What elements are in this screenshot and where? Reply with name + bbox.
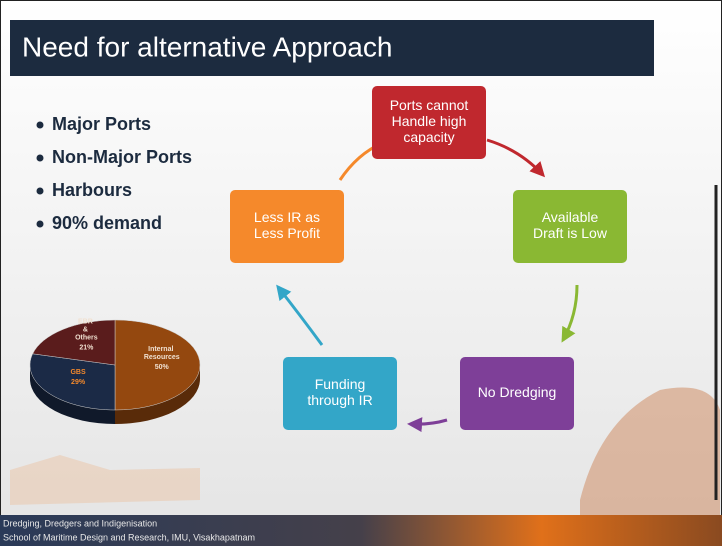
bullet-dot bbox=[37, 188, 44, 195]
bullet-dot bbox=[37, 221, 44, 228]
pie-label-line: EBR bbox=[78, 318, 95, 325]
bullet-text: 90% demand bbox=[52, 213, 162, 233]
cycle-box-text: through IR bbox=[307, 392, 372, 408]
pie-label: Internal Resources bbox=[144, 346, 180, 361]
pie-label-line: Resources bbox=[144, 354, 180, 361]
footer-text: School of Maritime Design and Research, … bbox=[3, 532, 255, 542]
bullet-text: Non-Major Ports bbox=[52, 147, 192, 167]
bullet-dot bbox=[37, 155, 44, 162]
cycle-box-text: Ports cannot bbox=[390, 97, 469, 113]
cycle-box-text: capacity bbox=[403, 129, 454, 145]
bullet-dot bbox=[37, 122, 44, 129]
pie-value-label: 21% bbox=[79, 344, 94, 351]
bullet-text: Major Ports bbox=[52, 114, 151, 134]
pie-label: GBS bbox=[70, 369, 86, 376]
pie-chart: Internal Resources 50% GBS 29% EBR & Others 2… bbox=[30, 318, 200, 424]
bullet-text: Harbours bbox=[52, 180, 132, 200]
pie-label-line: Internal bbox=[148, 346, 175, 353]
slide: Need for alternative Approach Major Port… bbox=[0, 0, 722, 546]
cycle-box-text: Draft is Low bbox=[533, 225, 608, 241]
pie-value-label: 29% bbox=[71, 379, 86, 386]
title: Need for alternative Approach bbox=[22, 31, 392, 62]
pie-value-label: 50% bbox=[155, 364, 170, 371]
cycle-box-text: Funding bbox=[315, 376, 366, 392]
pie-label-line: GBS bbox=[70, 369, 86, 376]
cycle-box-text: Less Profit bbox=[254, 225, 320, 241]
cycle-box-text: Available bbox=[542, 209, 599, 225]
pie-label-line: & bbox=[83, 326, 90, 333]
pie-label-line: Others bbox=[75, 334, 98, 341]
footer-text: Dredging, Dredgers and Indigenisation bbox=[3, 518, 157, 528]
cycle-box-text: No Dredging bbox=[478, 384, 557, 400]
cycle-box-text: Less IR as bbox=[254, 209, 320, 225]
cycle-box-text: Handle high bbox=[392, 113, 467, 129]
